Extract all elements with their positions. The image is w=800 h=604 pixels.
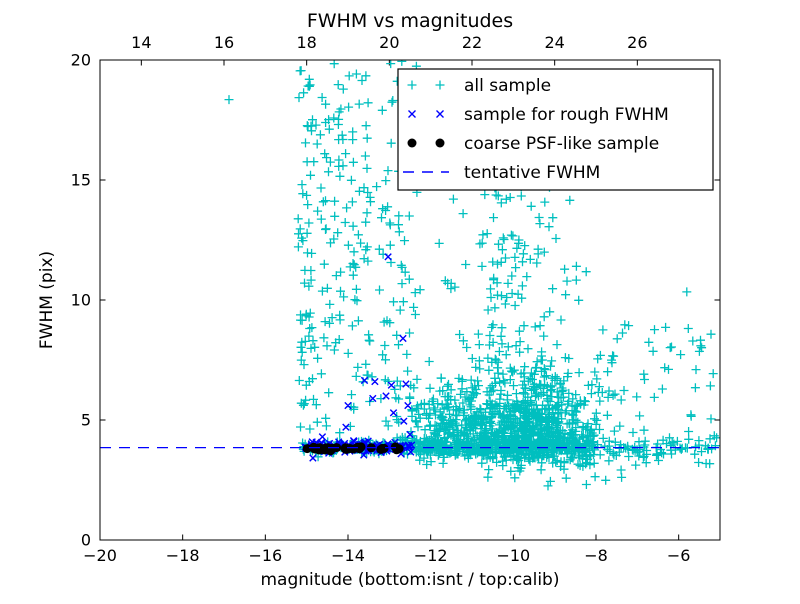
dot-marker-icon [435, 138, 445, 148]
legend-label: sample for rough FWHM [464, 105, 669, 125]
dot-marker-icon [407, 138, 417, 148]
x-tick-label: −6 [667, 546, 691, 565]
plot-title: FWHM vs magnitudes [307, 10, 513, 32]
y-axis-ticks: 0 5 10 15 20 [71, 51, 720, 550]
y-tick-label: 20 [71, 51, 91, 70]
y-tick-label: 5 [81, 411, 91, 430]
plus-marker-icon [435, 80, 445, 90]
legend-label: all sample [464, 76, 551, 96]
psf-sample-point [379, 443, 389, 453]
x-top-tick-label: 22 [462, 33, 482, 52]
x-axis-label: magnitude (bottom:isnt / top:calib) [261, 570, 560, 590]
legend-label: coarse PSF-like sample [464, 134, 659, 154]
x-top-tick-label: 26 [627, 33, 647, 52]
x-tick-label: −8 [584, 546, 608, 565]
x-axis-top-ticks: 14 16 18 20 22 24 26 [131, 33, 648, 66]
x-top-tick-label: 14 [131, 33, 151, 52]
x-top-tick-label: 18 [296, 33, 316, 52]
x-tick-label: −20 [83, 546, 117, 565]
x-tick-label: −16 [248, 546, 282, 565]
y-tick-label: 15 [71, 171, 91, 190]
plus-marker-icon [407, 80, 417, 90]
y-tick-label: 0 [81, 531, 91, 550]
x-marker-icon [408, 110, 416, 118]
psf-sample-point [394, 444, 404, 454]
psf-sample-point [345, 444, 355, 453]
x-top-tick-label: 24 [544, 33, 564, 52]
legend-box [397, 68, 714, 191]
x-marker-icon [436, 110, 444, 118]
y-tick-label: 10 [71, 291, 91, 310]
x-axis-bottom-ticks: −20 −18 −16 −14 −12 −10 −8 −6 [83, 534, 691, 565]
y-axis-label: FWHM (pix) [37, 251, 57, 349]
psf-sample-point [356, 442, 366, 452]
scatter-x [301, 253, 416, 462]
x-tick-label: −18 [166, 546, 200, 565]
legend-label: tentative FWHM [464, 163, 600, 183]
psf-sample-point [302, 444, 312, 454]
x-tick-label: −12 [414, 546, 448, 565]
legend: all sample sample for rough FWHM coarse PS… [397, 68, 714, 191]
scatter-points-x [301, 253, 416, 462]
psf-sample-point [314, 445, 324, 455]
plot-frame [99, 59, 721, 541]
psf-sample-point [321, 443, 331, 453]
x-tick-label: −10 [496, 546, 530, 565]
x-tick-label: −14 [331, 546, 365, 565]
x-top-tick-label: 16 [214, 33, 234, 52]
x-top-tick-label: 20 [379, 33, 399, 52]
